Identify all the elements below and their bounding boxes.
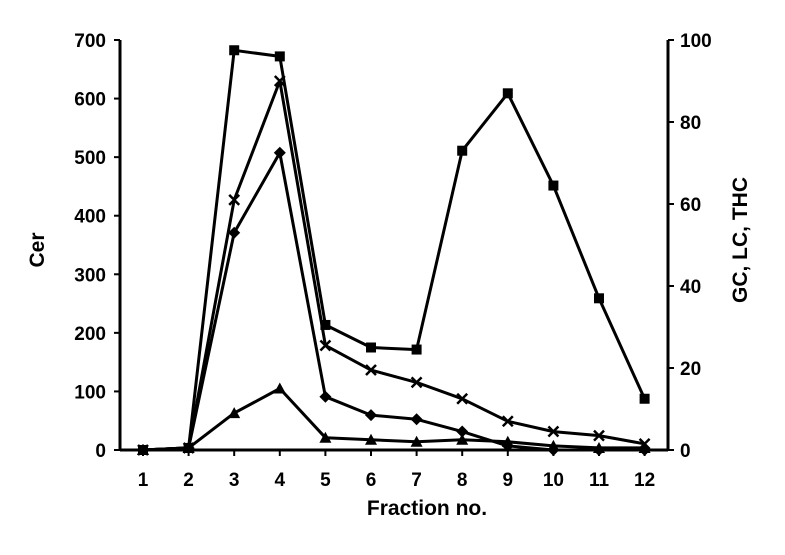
series-cross (137, 75, 651, 456)
x-tick-label: 3 (229, 470, 240, 491)
x-tick-label: 1 (138, 470, 149, 491)
y-left-tick-label: 0 (95, 441, 106, 462)
y-right-tick-label: 0 (680, 441, 691, 462)
triangle-marker (137, 444, 149, 455)
triangle-marker (228, 407, 241, 419)
x-tick-label: 9 (503, 470, 514, 491)
series-line-square (142, 48, 646, 452)
diamond-marker (365, 409, 377, 422)
cross-marker (273, 75, 286, 87)
x-tick-label: 5 (320, 470, 331, 491)
axes (114, 39, 674, 456)
x-tick-label: 12 (634, 470, 655, 491)
y-right-tick-label: 80 (680, 113, 701, 134)
y-right-tick-label: 40 (680, 277, 701, 298)
y-left-tick-label: 100 (74, 382, 106, 403)
square-marker (366, 342, 376, 353)
x-tick-label: 7 (411, 470, 422, 491)
triangle-marker (273, 382, 286, 394)
cross-marker (228, 194, 241, 206)
triangle-marker (501, 435, 514, 447)
cross-marker (501, 415, 514, 428)
triangle-marker (365, 433, 377, 445)
y-right-tick-label: 20 (680, 359, 701, 380)
y-right-tick-label: 100 (680, 31, 712, 52)
y-axis-title-left: Cer (26, 232, 49, 267)
triangle-marker (456, 433, 469, 445)
y-axis-title-right: GC, LC, THC (729, 177, 752, 303)
cross-marker (547, 425, 560, 438)
y-left-tick-label: 400 (74, 207, 106, 228)
cross-marker (365, 364, 377, 376)
triangle-marker (410, 435, 423, 447)
square-marker (639, 393, 650, 404)
y-left-tick-label: 600 (74, 90, 106, 111)
square-marker (320, 319, 331, 330)
square-marker (502, 88, 513, 99)
x-tick-label: 11 (589, 470, 610, 491)
square-marker (594, 293, 604, 304)
series-layer (137, 45, 651, 456)
series-line-diamond (142, 151, 645, 452)
diamond-marker (273, 146, 286, 159)
diamond-marker (410, 413, 423, 426)
y-left-tick-label: 500 (74, 148, 106, 169)
y-left-tick-label: 200 (74, 324, 106, 345)
square-marker (274, 51, 285, 62)
series-triangle (137, 382, 651, 455)
square-marker (548, 180, 559, 191)
series-line-cross (142, 79, 645, 452)
triangle-marker (638, 441, 651, 453)
cross-marker (456, 392, 469, 405)
y-left-tick-label: 300 (74, 265, 106, 286)
x-axis-title: Fraction no. (367, 497, 487, 520)
diamond-marker (456, 425, 469, 438)
y-left-tick-label: 700 (74, 31, 106, 52)
diamond-marker (228, 226, 241, 239)
x-tick-label: 6 (366, 470, 377, 491)
series-square (138, 45, 650, 455)
y-right-tick-label: 60 (680, 195, 701, 216)
triangle-marker (182, 441, 195, 453)
x-tick-label: 2 (183, 470, 194, 491)
series-line-triangle (142, 387, 645, 452)
triangle-marker (547, 439, 560, 451)
square-marker (411, 344, 422, 355)
cross-marker (593, 429, 605, 442)
cross-marker (319, 339, 332, 352)
square-marker (229, 45, 240, 56)
square-marker (457, 145, 468, 156)
x-tick-label: 8 (457, 470, 468, 491)
x-tick-label: 10 (543, 470, 564, 491)
triangle-marker (319, 431, 332, 443)
diamond-marker (319, 390, 332, 403)
cross-marker (410, 376, 423, 389)
triangle-marker (593, 441, 605, 453)
x-tick-label: 4 (275, 470, 286, 491)
